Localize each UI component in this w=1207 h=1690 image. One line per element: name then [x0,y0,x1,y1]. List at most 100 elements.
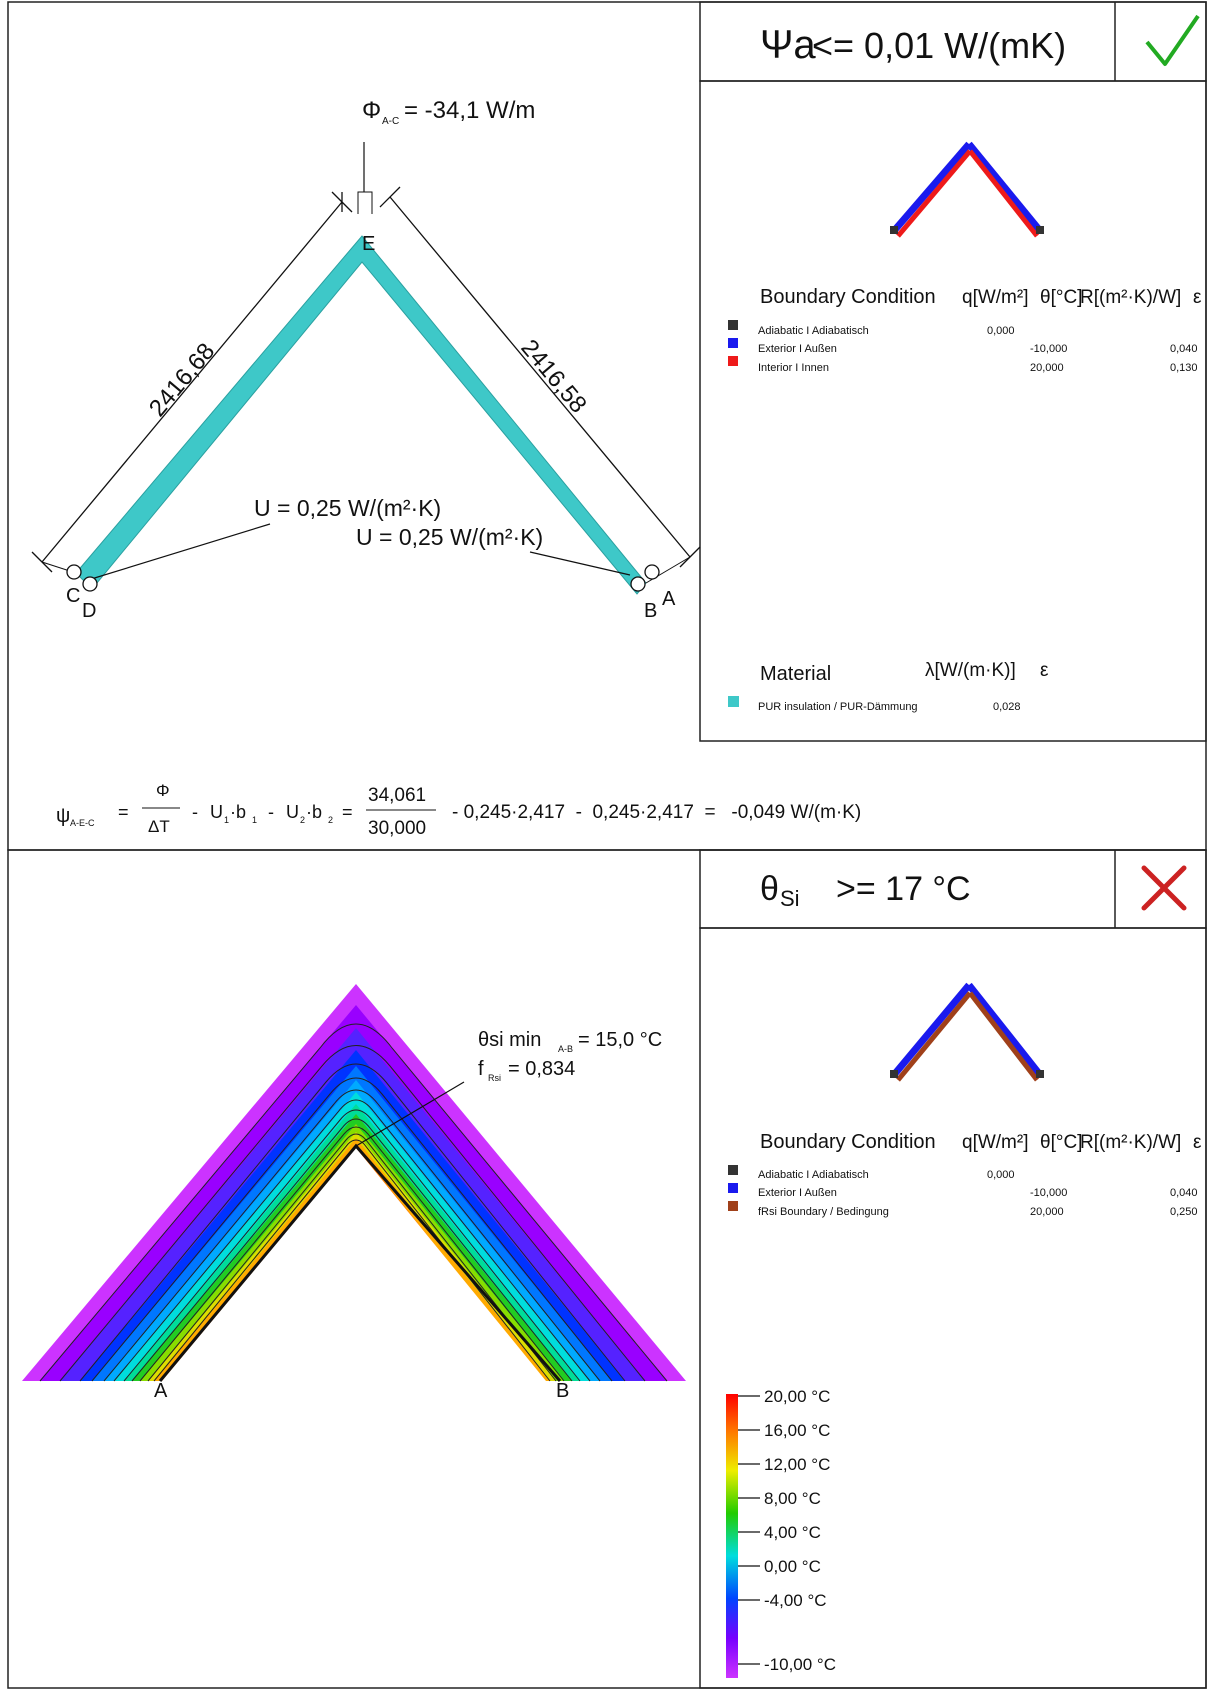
formula-minus: - [268,802,274,822]
formula-b1-sub: 1 [252,815,257,825]
boundary-header-q: q[W/m²] [962,287,1029,308]
boundary-row-label: Exterior I Außen [758,343,837,355]
formula-u1: U [210,802,223,822]
point-a: A [154,1380,168,1402]
dimension-right: 2416,58 [515,335,591,419]
temperature-contour-plot: θsi min A-B = 15,0 °C f Rsi = 0,834 A B [22,984,686,1402]
formula-u2-sub: 2 [300,815,305,825]
material-header-lambda: λ[W/(m·K)] [925,660,1016,681]
formula-rest: - 0,245·2,417 - 0,245·2,417 = -0,049 W/(… [452,802,861,823]
page-frames [7,1,1207,1689]
frsi-label: f [478,1058,484,1080]
boundary-row-r: 0,040 [1170,1187,1198,1199]
formula-b2: ·b [306,802,322,822]
frsi-swatch [728,1201,738,1211]
legend-tick-label: 20,00 °C [764,1387,830,1406]
formula-u1-sub: 1 [224,815,229,825]
exterior-swatch [728,1183,738,1193]
formula-denominator: 30,000 [368,818,426,839]
adiabatic-swatch [728,1165,738,1175]
boundary-row-label: Exterior I Außen [758,1187,837,1199]
mini-roof-diagram-bottom [890,982,1044,1082]
min-temp-value: = 15,0 °C [578,1029,662,1051]
psi-formula: ψ A-E-C = Φ ΔT - U 1 ·b 1 - U 2 ·b 2 = 3… [56,781,861,839]
formula-psi-sub: A-E-C [70,818,95,828]
heat-flow-value: = -34,1 W/m [404,97,535,124]
boundary-header-eps: ε [1193,1132,1202,1153]
boundary-header-label: Boundary Condition [760,286,936,308]
heat-flow-symbol: Φ [362,97,381,124]
material-row-lambda: 0,028 [993,701,1021,713]
boundary-row-q: 0,000 [987,325,1015,337]
point-c: C [66,585,80,607]
cross-icon [1141,865,1187,911]
boundary-row-q: 0,000 [987,1169,1015,1181]
formula-minus: - [192,802,198,822]
boundary-row-theta: 20,000 [1030,362,1064,374]
theta-criterion-text: >= 17 °C [836,870,971,908]
legend-tick-label: -10,00 °C [764,1655,836,1674]
material-header-eps: ε [1040,660,1049,681]
boundary-header-theta: θ[°C] [1040,287,1082,308]
formula-phi: Φ [156,781,170,800]
legend-tick-label: 12,00 °C [764,1455,830,1474]
mini-roof-diagram-top [890,141,1044,238]
legend-tick-label: 0,00 °C [764,1557,821,1576]
formula-u2: U [286,802,299,822]
boundary-row-r: 0,250 [1170,1206,1198,1218]
formula-eq: = [118,802,129,822]
psi-criterion-box: Ψa <= 0,01 W/(mK) [699,1,1207,82]
point-a: A [662,588,676,610]
legend-tick-label: 4,00 °C [764,1523,821,1542]
pur-swatch [728,696,739,707]
theta-criterion-box: θ Si >= 17 °C [699,849,1207,929]
theta-info-box [699,927,1207,1689]
min-temp-label: θsi min [478,1029,541,1051]
theta-criterion-symbol: θ [760,870,779,908]
frsi-value: = 0,834 [508,1058,575,1080]
temperature-legend: 20,00 °C 16,00 °C 12,00 °C 8,00 °C 4,00 °C 0,… [726,1387,836,1678]
psi-criterion-text: <= 0,01 W/(mK) [812,25,1066,66]
formula-b1: ·b [230,802,246,822]
theta-criterion-sub: Si [780,886,800,911]
psi-criterion-symbol: Ψa [760,23,816,67]
heat-flow-sub: A-C [382,116,399,127]
adiabatic-swatch [728,320,738,330]
boundary-row-r: 0,040 [1170,343,1198,355]
u-value-first: U = 0,25 W/(m²·K) [254,495,441,521]
formula-dt: ΔT [148,817,170,836]
point-d: D [82,600,96,622]
boundary-row-theta: -10,000 [1030,1187,1067,1199]
material-header-label: Material [760,663,831,685]
material-table: Material λ[W/(m·K)] ε PUR insulation / P… [728,660,1049,713]
boundary-table-top: Boundary Condition q[W/m²] θ[°C] R[(m²·K… [728,286,1202,374]
psi-info-box [699,80,1207,742]
boundary-header-q: q[W/m²] [962,1132,1029,1153]
min-temp-sub: A-B [558,1044,573,1054]
dimension-left: 2416,68 [144,338,220,422]
formula-eq: = [342,802,353,822]
legend-tick-label: 8,00 °C [764,1489,821,1508]
formula-numerator: 34,061 [368,785,426,806]
legend-tick-label: -4,00 °C [764,1591,827,1610]
point-b: B [556,1380,569,1402]
boundary-table-bottom: Boundary Condition q[W/m²] θ[°C] R[(m²·K… [728,1131,1202,1218]
roof-section-top: Φ A-C = -34,1 W/m 2416,68 2416,58 U = 0,… [31,97,701,622]
material-row-label: PUR insulation / PUR-Dämmung [758,701,918,713]
point-e: E [362,233,375,255]
boundary-row-label: Interior I Innen [758,362,829,374]
boundary-header-label: Boundary Condition [760,1131,936,1153]
boundary-header-eps: ε [1193,287,1202,308]
check-icon [1145,14,1200,66]
formula-psi: ψ [56,805,70,827]
exterior-swatch [728,338,738,348]
boundary-header-r: R[(m²·K)/W] [1080,1132,1181,1153]
boundary-row-label: Adiabatic I Adiabatisch [758,1169,869,1181]
boundary-row-r: 0,130 [1170,362,1198,374]
boundary-header-theta: θ[°C] [1040,1132,1082,1153]
boundary-row-label: fRsi Boundary / Bedingung [758,1206,889,1218]
boundary-row-label: Adiabatic I Adiabatisch [758,325,869,337]
point-b: B [644,600,657,622]
interior-swatch [728,356,738,366]
